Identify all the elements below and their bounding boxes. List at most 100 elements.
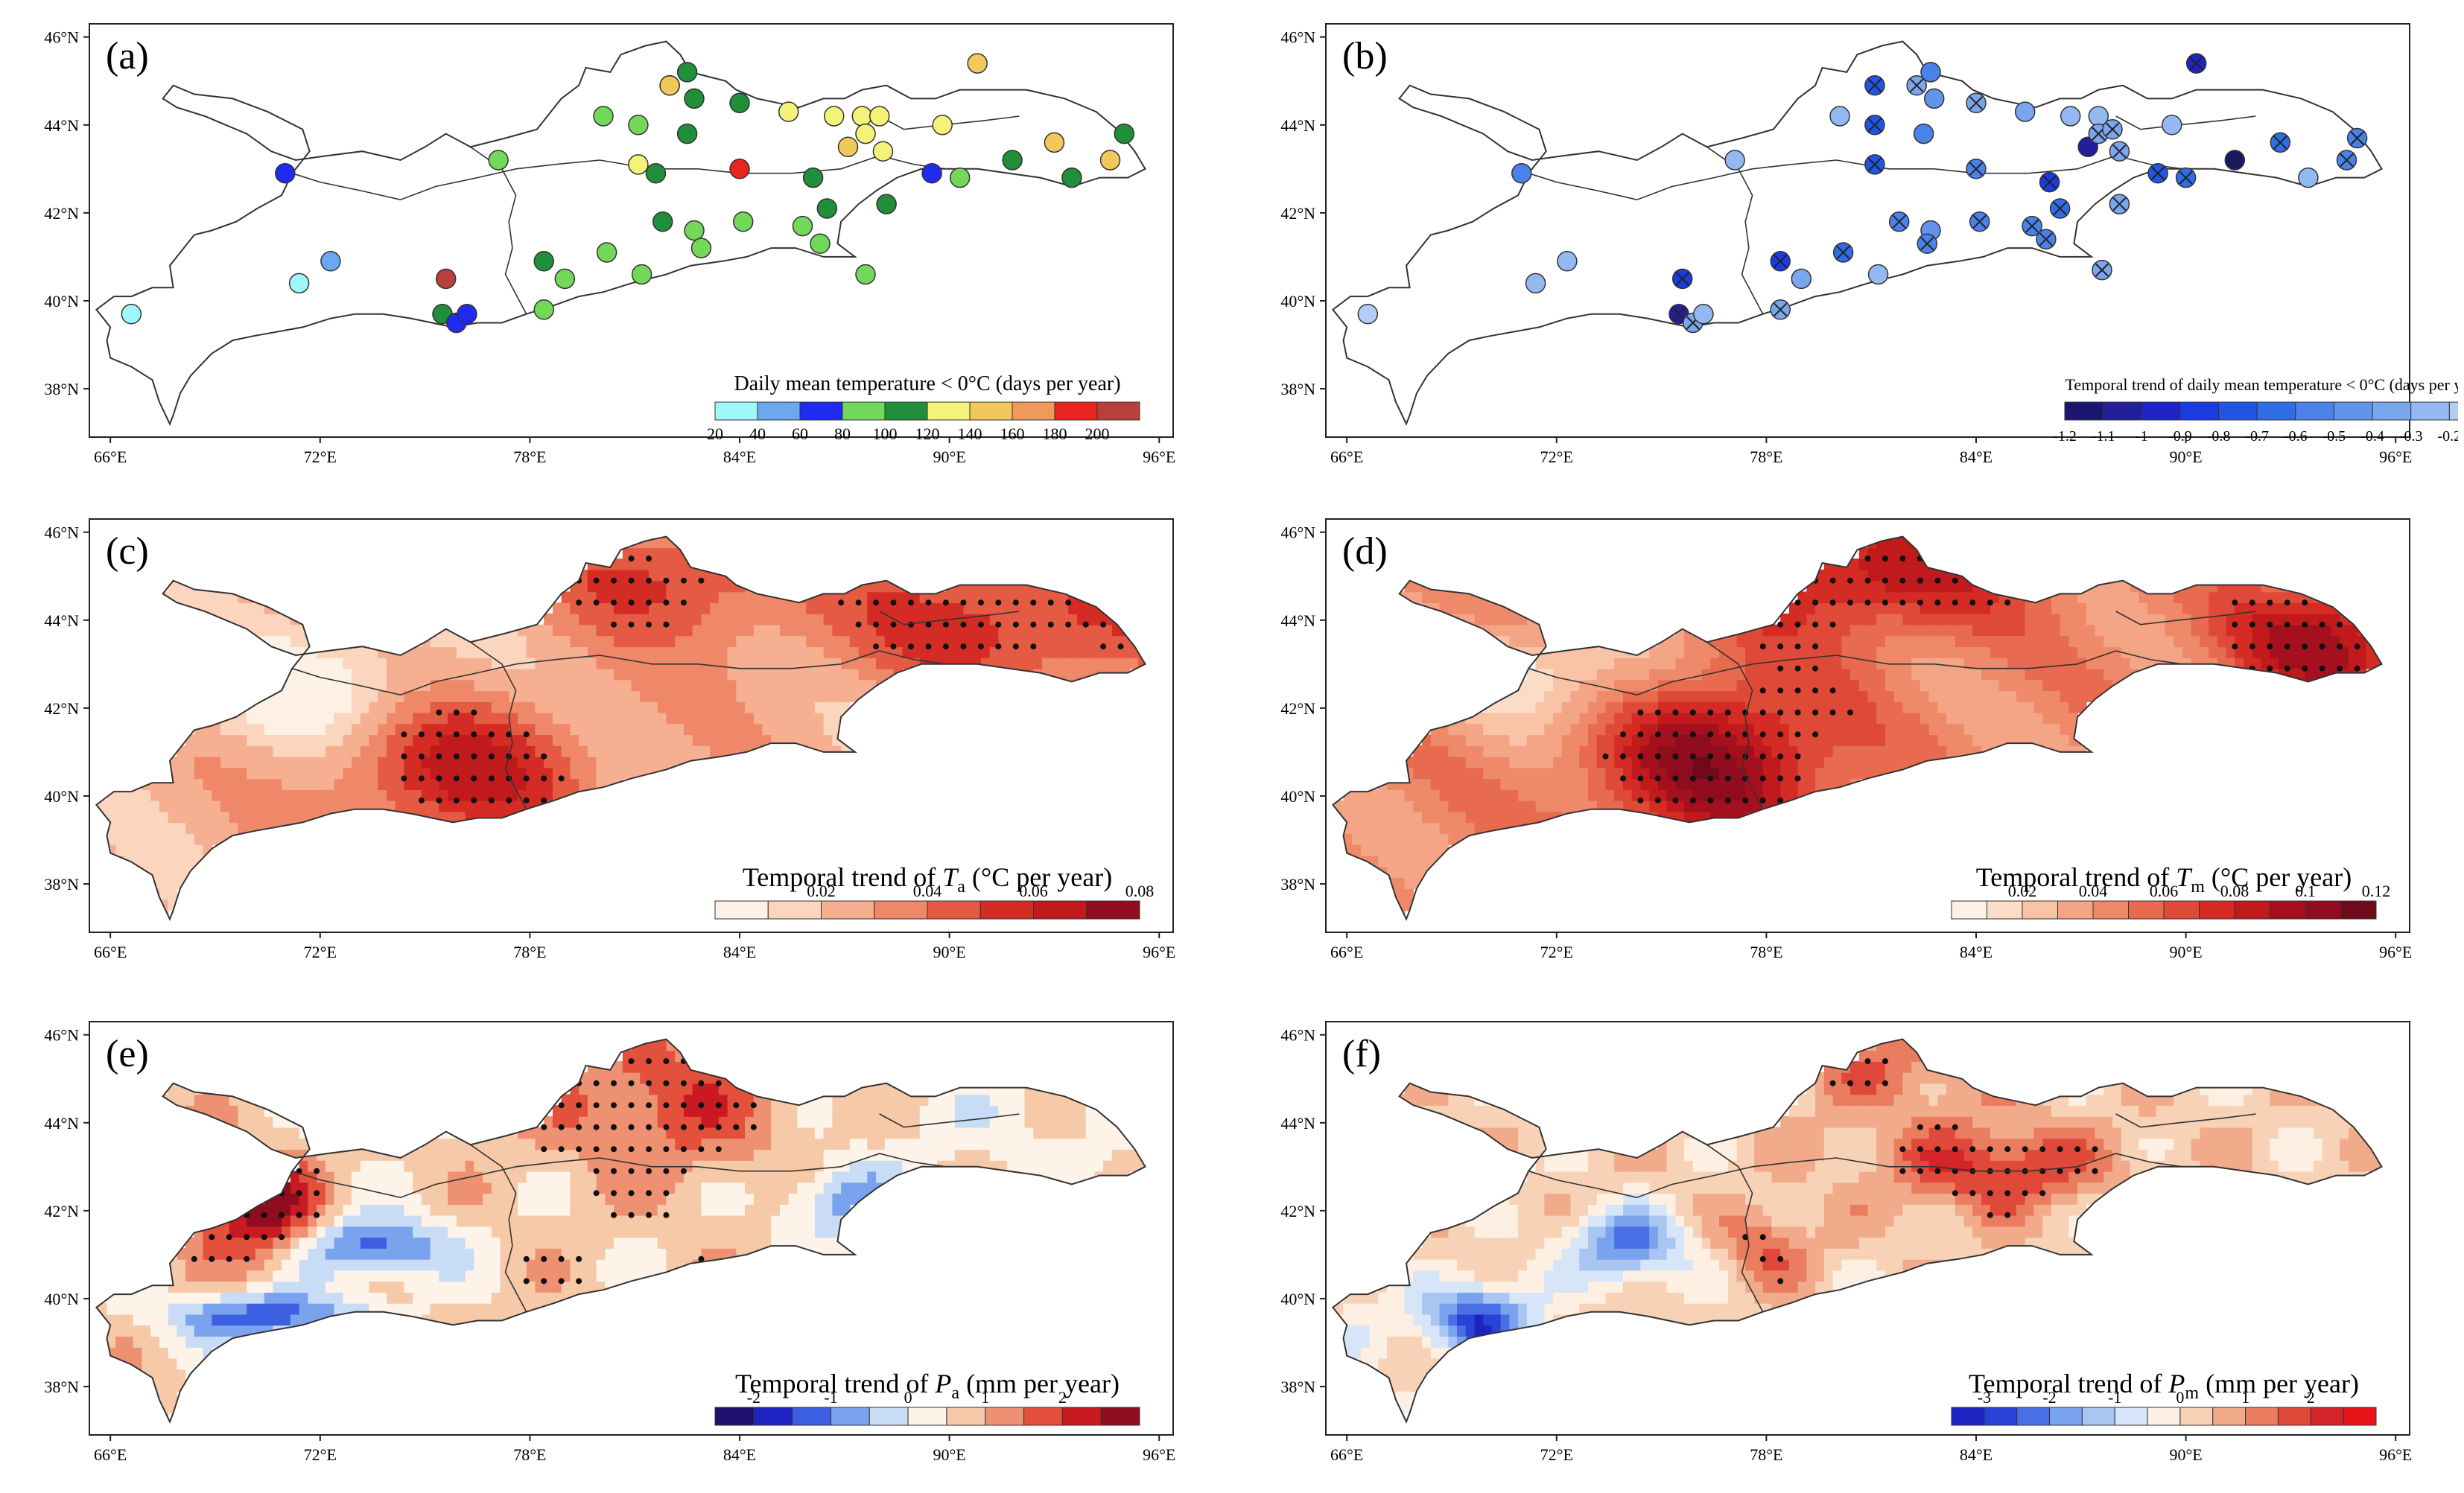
stations [121,53,1135,334]
y-tick-label: 42°N [44,204,79,223]
station-marker [2298,167,2319,188]
colorbar-swatch [830,1407,870,1426]
y-tick-label: 40°N [1280,292,1315,311]
station-marker [732,211,754,232]
x-tick-label: 66°E [1330,1445,1363,1464]
y-tick-label: 38°N [44,1378,79,1396]
significance-cross [2150,166,2165,180]
colorbar-tick-label: 2 [2307,1388,2315,1407]
colorbar-swatch [2270,900,2306,920]
subregion-boundary [1706,146,1764,315]
y-tick-label: 40°N [1280,1290,1315,1308]
colorbar-swatch [2064,401,2104,421]
significance-stippling [1602,556,2360,803]
colorbar-swatch [2057,900,2094,920]
colorbar-title: Temporal trend of Pa (mm per year) [735,1369,1120,1403]
station-marker [320,251,341,272]
title-variable: P [934,1369,951,1398]
y-tick-label: 42°N [1280,204,1315,223]
colorbar-tick-label: 0.04 [913,882,942,900]
title-suffix: (mm per year) [2199,1369,2359,1398]
station-marker [275,162,296,184]
map-frame [1325,518,2410,933]
subregion-boundary [470,1144,527,1313]
colorbar-swatch [714,1407,755,1426]
colorbar-swatch [2103,401,2142,421]
colorbar-swatch [2343,1407,2377,1426]
colorbar-tick-label: -0.6 [2284,428,2308,445]
station-marker [1099,150,1121,171]
x-tick-label: 66°E [1330,448,1363,466]
subregion-boundary [2115,1113,2256,1128]
colorbar-swatch [2310,1407,2344,1426]
significance-cross [2053,201,2067,216]
y-tick-label: 38°N [44,875,79,894]
station-marker [457,303,477,325]
title-prefix: Temporal trend of [1969,1369,2168,1398]
colorbar-swatch [1012,401,1055,421]
x-tick-label: 72°E [304,943,337,961]
colorbar-swatch [2114,1407,2148,1426]
significance-cross [2112,144,2127,159]
colorbar-swatch [753,1407,793,1426]
colorbar-swatch [714,900,769,920]
station-marker [2060,106,2081,127]
station-marker [1867,264,1889,285]
station-marker [792,215,813,237]
x-tick-label: 90°E [933,943,965,961]
colorbar-swatch [2372,401,2412,421]
colorbar-swatch [2163,900,2200,920]
station-marker [1002,150,1023,171]
y-tick-label: 42°N [1280,1202,1315,1220]
significance-cross [2179,171,2193,185]
station-marker [921,162,942,184]
colorbar-swatch [1033,900,1087,920]
colorbar-tick-label: -2 [747,1388,761,1407]
colorbar-tick-label: 0.06 [1019,882,1048,900]
y-tick-label: 44°N [44,116,79,135]
title-variable: T [2176,862,2193,892]
colorbar-swatch [767,900,822,920]
map-frame [1325,1021,2410,1436]
colorbar-swatch [799,401,843,421]
colorbar-swatch [2199,900,2235,920]
colorbar-swatch [2340,900,2377,920]
colorbar-tick-label: 0 [904,1388,912,1407]
subregion-boundary [1706,1144,1764,1313]
station-marker [645,162,667,184]
x-tick-label: 90°E [933,1445,965,1464]
x-tick-label: 66°E [94,448,127,466]
subregion-boundary [1528,650,2183,696]
panel-c: 66°E 72°E 78°E 84°E 90°E 96°E 46°N 44°N 42°N 40°N… [44,518,1175,961]
colorbar-swatch [1984,1407,2018,1426]
x-tick-label: 66°E [94,1445,127,1464]
y-tick-label: 44°N [1280,611,1315,630]
region-boundary [1331,1038,2383,1424]
x-tick-label: 96°E [2379,943,2412,961]
subregion-boundary [1706,641,1764,810]
significance-cross [2025,219,2039,233]
significance-cross [2350,131,2364,145]
colorbar-swatch [2245,1407,2279,1426]
significance-cross [1972,214,1987,229]
colorbar-swatch [907,1407,947,1426]
station-marker [729,159,750,179]
panel-label: (b) [1342,35,1388,77]
colorbar-title: Temporal trend of daily mean temperature… [2065,375,2459,394]
y-tick-label: 46°N [44,28,79,47]
x-tick-label: 72°E [304,448,337,466]
panel-label: (a) [106,35,149,77]
station-marker [2014,101,2036,122]
colorbar-swatch [2218,401,2258,421]
station-marker [1357,303,1379,325]
colorbar-tick-label: 140 [958,424,982,443]
title-variable: P [2168,1369,2185,1398]
map-frame [89,518,1174,933]
colorbar-tick-label: 0.06 [2150,882,2179,900]
colorbar-tick-label: -0.7 [2245,428,2269,445]
colorbar-tick-label: -0.5 [2322,428,2346,445]
x-tick-label: 96°E [1143,1445,1175,1464]
panel-label: (e) [106,1033,149,1075]
station-marker [1557,251,1578,272]
x-tick-label: 84°E [723,448,756,466]
